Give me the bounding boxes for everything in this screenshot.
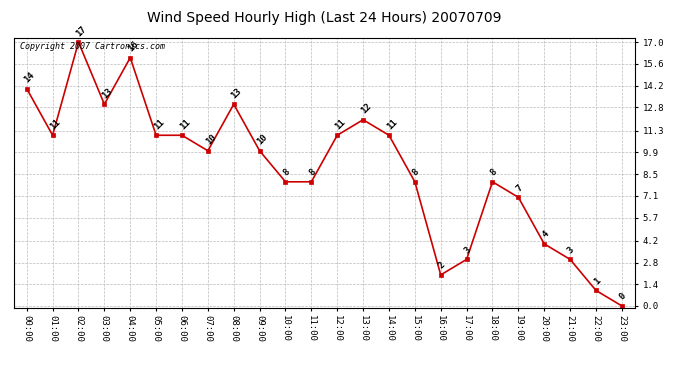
Text: 8: 8 — [307, 168, 317, 178]
Text: 0: 0 — [618, 292, 628, 302]
Text: 3: 3 — [462, 245, 473, 255]
Text: 10: 10 — [255, 133, 269, 147]
Text: 8: 8 — [282, 168, 291, 178]
Text: 11: 11 — [48, 117, 62, 131]
Text: 8: 8 — [411, 168, 421, 178]
Text: 13: 13 — [100, 86, 114, 100]
Text: 12: 12 — [359, 102, 373, 115]
Text: 16: 16 — [126, 39, 140, 54]
Text: 8: 8 — [489, 168, 498, 178]
Text: Copyright 2007 Cartronics.com: Copyright 2007 Cartronics.com — [20, 42, 165, 51]
Text: 14: 14 — [23, 70, 37, 84]
Text: 3: 3 — [566, 245, 576, 255]
Text: 11: 11 — [178, 117, 192, 131]
Text: 10: 10 — [204, 133, 217, 147]
Text: 7: 7 — [514, 183, 524, 193]
Text: 11: 11 — [333, 117, 347, 131]
Text: 4: 4 — [540, 230, 550, 240]
Text: 2: 2 — [437, 261, 446, 271]
Text: 13: 13 — [230, 86, 244, 100]
Text: Wind Speed Hourly High (Last 24 Hours) 20070709: Wind Speed Hourly High (Last 24 Hours) 2… — [147, 11, 502, 25]
Text: 11: 11 — [152, 117, 166, 131]
Text: 1: 1 — [592, 276, 602, 286]
Text: 11: 11 — [385, 117, 399, 131]
Text: 17: 17 — [75, 24, 88, 38]
